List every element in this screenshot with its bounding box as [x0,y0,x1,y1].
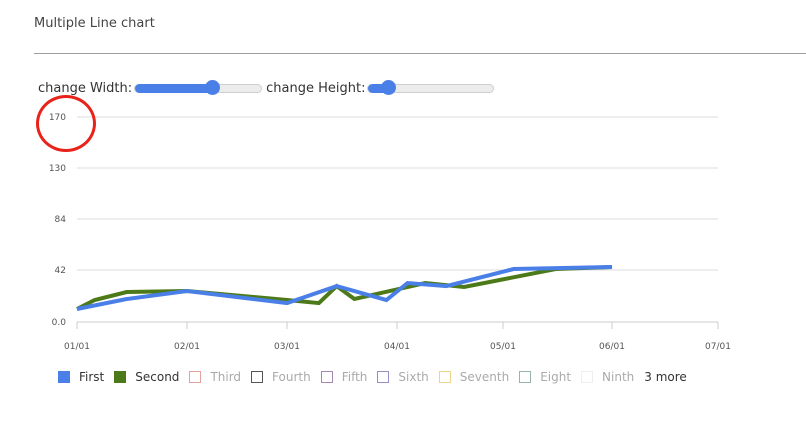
legend-swatch-icon [377,371,390,383]
height-slider-fill [368,83,389,93]
legend-swatch-icon [581,371,594,383]
legend-label: Third [210,370,242,384]
legend-label: Seventh [459,370,510,384]
legend-more-button[interactable]: 3 more [644,370,687,384]
x-tick-label: 02/01 [174,342,200,352]
chart-series [76,265,613,311]
x-tick-label: 03/01 [274,342,300,352]
y-tick-label: 0.0 [52,318,67,328]
legend-item-ninth[interactable]: Ninth [581,370,634,384]
legend-label: First [79,370,105,384]
height-slider-label: change Height: [266,80,366,96]
y-axis-labels: 0.0 42 84 130 170 [49,113,66,328]
chart-gridlines [77,116,718,271]
width-slider-thumb[interactable] [204,79,220,95]
x-tick-label: 01/01 [64,342,90,352]
legend-label: Second [135,370,180,384]
legend-label: Ninth [602,370,635,384]
x-tick-label: 05/01 [490,342,516,352]
x-tick-label: 06/01 [599,342,625,352]
legend-item-fourth[interactable]: Fourth [251,370,311,384]
legend-swatch-icon [114,371,127,383]
height-slider[interactable] [367,79,495,95]
size-controls: change Width: change Height: [38,78,498,98]
legend-swatch-icon [251,371,264,383]
y-tick-label: 170 [49,113,66,123]
chart-title: Multiple Line chart [34,16,155,31]
title-divider [34,53,806,54]
width-slider-fill [135,83,212,93]
legend-label: Fifth [341,370,368,384]
legend-label: Sixth [398,370,429,384]
legend-item-sixth[interactable]: Sixth [377,370,429,384]
legend-swatch-icon [189,371,202,383]
width-slider-label: change Width: [38,80,133,96]
legend-item-fifth[interactable]: Fifth [320,370,368,384]
y-tick-label: 42 [55,266,66,276]
y-tick-label: 84 [55,215,67,225]
chart-legend: First Second Third Fourth Fifth Sixth Seventh E… [58,370,687,384]
width-slider[interactable] [134,79,263,95]
legend-swatch-icon [519,371,532,383]
legend-item-second[interactable]: Second [114,370,179,384]
legend-swatch-icon [320,371,333,383]
legend-swatch-icon [438,371,451,383]
legend-item-eight[interactable]: Eight [519,370,571,384]
legend-item-seventh[interactable]: Seventh [438,370,510,384]
legend-swatch-icon [58,371,70,383]
legend-item-third[interactable]: Third [189,370,241,384]
legend-item-first[interactable]: First [58,370,104,384]
series-line-second[interactable] [76,265,613,311]
height-slider-thumb[interactable] [381,79,397,95]
y-tick-label: 130 [49,164,66,174]
legend-label: Fourth [272,370,311,384]
legend-label: Eight [540,370,572,384]
x-tick-label: 07/01 [705,342,731,352]
series-line-first[interactable] [76,265,613,311]
x-tick-label: 04/01 [384,342,410,352]
x-axis: 01/01 02/01 03/01 04/01 05/01 06/01 07/01 [64,321,731,352]
